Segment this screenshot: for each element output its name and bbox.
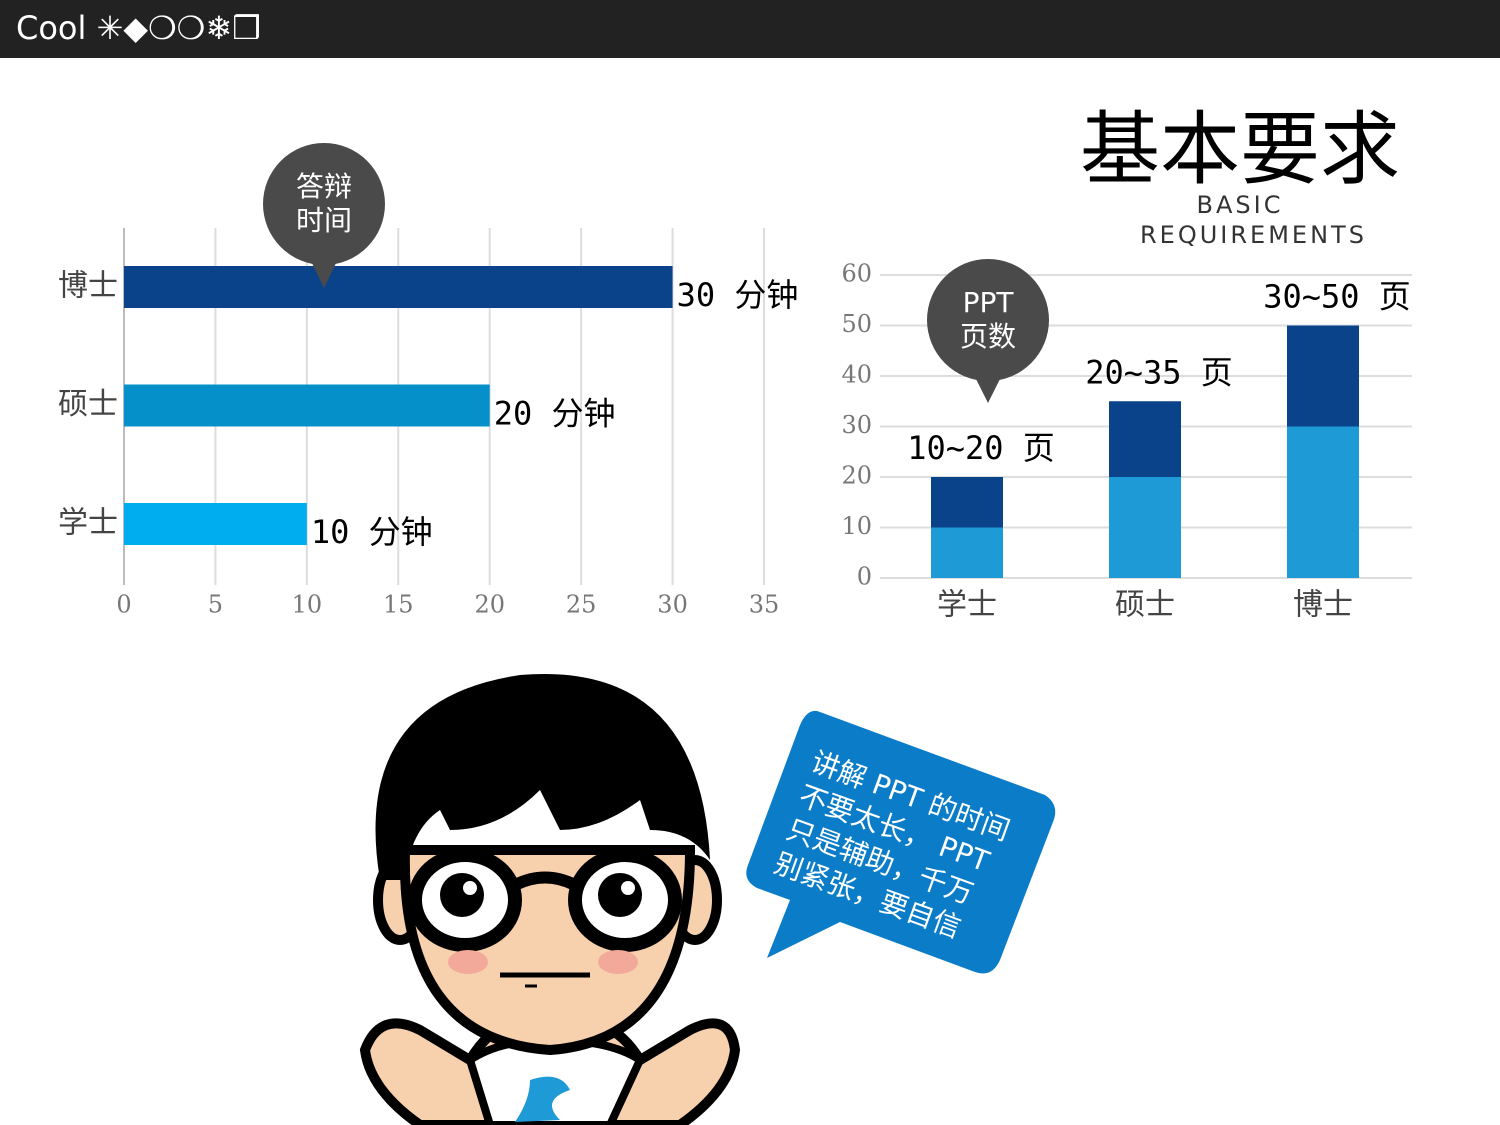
y-tick-label: 60 xyxy=(841,260,872,288)
x-tick-label: 5 xyxy=(208,591,223,619)
value-label: 30 分钟 xyxy=(677,276,799,314)
callout-text: 页数 xyxy=(960,320,1016,353)
x-tick-label: 35 xyxy=(749,591,780,619)
x-tick-label: 学士 xyxy=(937,588,997,623)
value-label: 10 分钟 xyxy=(311,513,433,551)
y-tick-label: 30 xyxy=(841,411,872,439)
bar xyxy=(124,384,490,427)
bar-label: 10~20 页 xyxy=(907,429,1055,467)
bar-label: 30~50 页 xyxy=(1263,278,1411,316)
y-tick-label: 50 xyxy=(841,310,872,338)
callout-text: PPT xyxy=(963,286,1015,319)
title-bar xyxy=(0,0,1500,58)
x-tick-label: 30 xyxy=(657,591,688,619)
y-tick-label: 40 xyxy=(841,361,872,389)
callout-tip xyxy=(310,259,338,288)
value-label: 20 分钟 xyxy=(494,395,616,433)
bar xyxy=(124,503,307,545)
bar-segment xyxy=(1109,401,1181,477)
x-tick-label: 10 xyxy=(292,591,323,619)
y-tick-label: 10 xyxy=(841,512,872,540)
bar-label: 20~35 页 xyxy=(1085,353,1233,391)
subtitle: BASIC REQUIREMENTS xyxy=(1140,191,1367,249)
bar-segment xyxy=(1287,325,1359,427)
y-tick-label: 学士 xyxy=(58,506,118,541)
callout-text: 时间 xyxy=(296,204,352,237)
x-tick-label: 25 xyxy=(566,591,597,619)
x-tick-label: 硕士 xyxy=(1115,588,1175,623)
window-title: Cool ✳◆❍❍❄❒ xyxy=(16,9,261,47)
y-tick-label: 硕士 xyxy=(58,387,118,422)
cartoon xyxy=(359,673,741,1125)
y-tick-label: 20 xyxy=(841,462,872,490)
x-tick-label: 15 xyxy=(383,591,414,619)
bar-segment xyxy=(931,477,1003,528)
callout-bubble xyxy=(927,259,1049,381)
callout-tip xyxy=(974,375,1002,403)
callout-bubble xyxy=(263,143,385,265)
x-tick-label: 博士 xyxy=(1293,588,1353,623)
subtitle-box: BASIC REQUIREMENTS xyxy=(1140,191,1367,249)
y-tick-label: 博士 xyxy=(58,269,118,304)
y-tick-label: 0 xyxy=(857,563,872,591)
bar-segment xyxy=(1287,426,1359,578)
callout-text: 答辩 xyxy=(296,170,352,203)
heading: 基本要求 xyxy=(1080,103,1400,196)
x-tick-label: 20 xyxy=(474,591,505,619)
bar xyxy=(124,266,673,308)
bar-segment xyxy=(1109,477,1181,578)
bar-segment xyxy=(931,527,1003,578)
x-tick-label: 0 xyxy=(116,591,131,619)
